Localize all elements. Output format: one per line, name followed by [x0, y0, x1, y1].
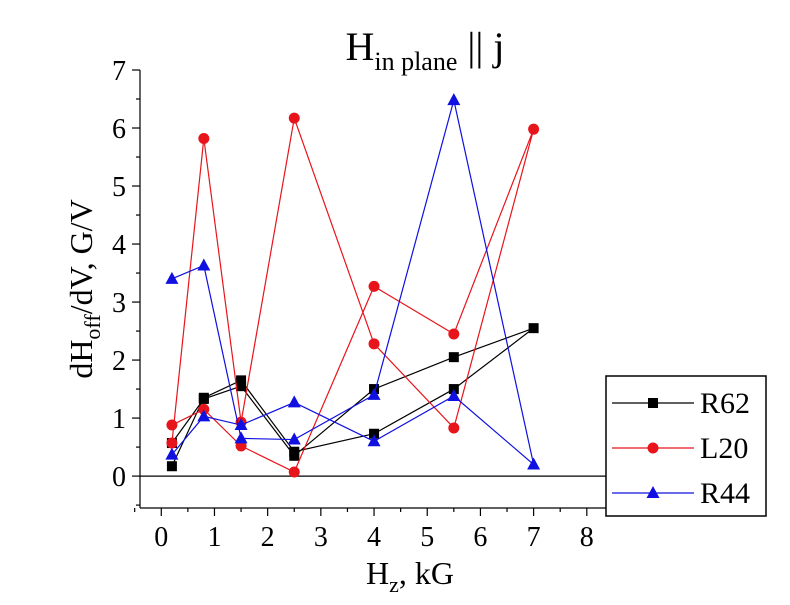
series-line-l20: [171, 115, 535, 473]
data-point-l20: [448, 328, 460, 340]
data-point-r44: [367, 387, 381, 400]
data-point-r44: [447, 389, 461, 402]
y-tick-label: 0: [112, 462, 126, 493]
data-point-r62: [198, 393, 209, 404]
legend-marker-l20: [647, 442, 659, 454]
y-axis-title-prefix: dH: [63, 340, 99, 379]
data-point-r62: [289, 450, 300, 461]
x-tick-label: 0: [154, 522, 168, 553]
legend-marker-r62: [648, 398, 658, 408]
data-point-r62: [236, 381, 247, 392]
data-point-r44: [287, 395, 301, 408]
x-axis-title-main: H: [366, 555, 389, 591]
data-point-r44: [165, 271, 179, 284]
data-point-r44: [447, 93, 461, 106]
legend: R62 L20 R44: [605, 375, 767, 517]
x-axis-title-subscript: z: [389, 572, 399, 597]
data-point-l20: [166, 419, 178, 431]
chart-title: Hin plane || j: [345, 24, 504, 76]
data-point-r62: [166, 461, 177, 472]
x-tick-label: 1: [207, 522, 221, 553]
x-tick-label: 5: [420, 522, 434, 553]
series-line-r62: [171, 327, 534, 467]
legend-label-r44: R44: [700, 477, 750, 510]
y-tick-label: 1: [112, 404, 126, 435]
data-point-l20: [448, 422, 460, 434]
y-tick-label: 3: [112, 288, 126, 319]
data-point-r62: [369, 428, 380, 439]
x-tick-label: 2: [261, 522, 275, 553]
data-point-l20: [198, 132, 210, 144]
y-tick-label: 6: [112, 114, 126, 145]
x-tick-label: 7: [527, 522, 541, 553]
data-point-r44: [527, 457, 541, 470]
y-tick-label: 5: [112, 172, 126, 203]
y-axis-title: dHoff/dV, G/V: [63, 199, 105, 378]
x-tick-label: 4: [367, 522, 381, 553]
axes: 0 1 2 3 4 5 6 7 0 1 2 3 4 5 6 7 8: [112, 56, 640, 553]
data-point-r44: [165, 447, 179, 460]
legend-label-r62: R62: [700, 387, 750, 420]
x-axis-title: Hz, kG: [366, 555, 454, 597]
data-point-l20: [368, 280, 380, 292]
data-point-l20: [288, 466, 300, 478]
data-point-l20: [368, 338, 380, 350]
series-r44: [165, 93, 541, 470]
data-point-r44: [234, 431, 248, 444]
x-axis-title-suffix: , kG: [399, 555, 454, 591]
data-point-r62: [528, 323, 539, 334]
data-point-r44: [287, 432, 301, 445]
legend-label-l20: L20: [700, 432, 748, 465]
y-tick-label: 7: [112, 56, 126, 87]
data-point-l20: [528, 123, 540, 135]
y-tick-label: 4: [112, 230, 126, 261]
series-l20: [166, 112, 540, 478]
series-layer: [165, 93, 541, 478]
x-tick-label: 8: [580, 522, 594, 553]
data-point-l20: [166, 437, 178, 449]
title-suffix: || j: [457, 24, 504, 69]
x-tick-label: 3: [314, 522, 328, 553]
series-r62: [166, 323, 539, 472]
data-point-r62: [448, 352, 459, 363]
x-tick-label: 6: [473, 522, 487, 553]
data-point-r44: [197, 409, 211, 422]
y-tick-label: 2: [112, 346, 126, 377]
data-point-r44: [197, 258, 211, 271]
legend-marker-r44: [646, 486, 660, 498]
data-point-l20: [288, 112, 300, 124]
data-point-r44: [234, 418, 248, 431]
title-subscript: in plane: [374, 47, 457, 76]
title-main: H: [345, 24, 374, 69]
y-axis-title-subscript: off: [80, 314, 105, 340]
data-point-r44: [367, 434, 381, 447]
data-point-r62: [236, 375, 247, 386]
y-axis-title-suffix: /dV, G/V: [63, 199, 99, 314]
